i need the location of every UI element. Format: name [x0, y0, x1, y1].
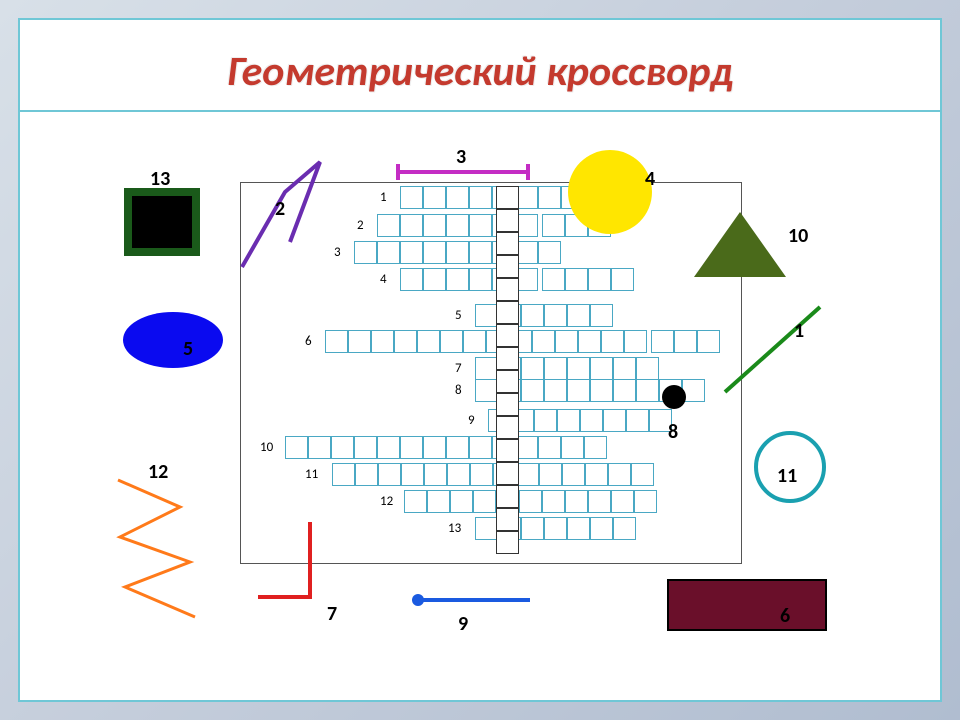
shape-number-label: 11 — [777, 464, 797, 488]
shape-number-label: 6 — [780, 604, 790, 628]
shape-number-label: 8 — [668, 420, 678, 444]
rectangle-shape — [668, 580, 826, 630]
square-shape — [128, 192, 196, 252]
shape-number-label: 13 — [150, 167, 170, 191]
shapes-layer — [20, 112, 944, 702]
shape-number-label: 2 — [275, 197, 285, 221]
angle-shape — [258, 522, 310, 597]
shape-number-label: 12 — [148, 460, 168, 484]
ellipse-shape — [123, 312, 223, 368]
stage: 12345678910111213 13234105112811796 — [20, 112, 944, 702]
shape-number-label: 7 — [327, 602, 337, 626]
circle-shape — [568, 150, 652, 234]
shape-number-label: 9 — [458, 612, 468, 636]
shape-number-label: 1 — [794, 319, 804, 343]
shape-number-label: 5 — [183, 337, 193, 361]
point-shape — [662, 385, 686, 409]
line-shape — [725, 307, 820, 392]
shape-number-label: 10 — [788, 224, 808, 248]
shape-number-label: 4 — [645, 167, 655, 191]
slide-title: Геометрический кроссворд — [20, 46, 940, 97]
slide-card: Геометрический кроссворд 123456789101112… — [18, 18, 942, 702]
shape-number-label: 3 — [456, 145, 466, 169]
triangle-shape — [694, 212, 786, 277]
zigzag-shape — [118, 480, 195, 617]
